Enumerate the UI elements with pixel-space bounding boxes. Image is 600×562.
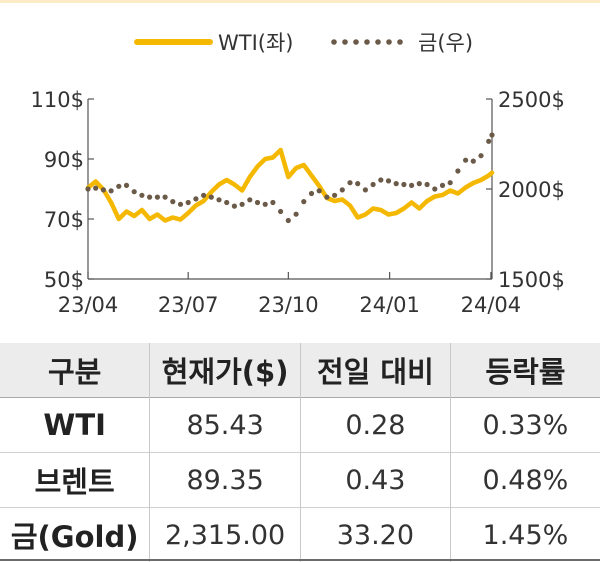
y-left-tick-label: 90$ [44,148,84,172]
y-right-tick-label: 2500$ [498,88,565,112]
gold-point [270,200,275,205]
gold-point [386,178,391,183]
price-chart: 110$ 90$ 70$ 50$ 2500$ 2000$ 1500$ 23/04 23/07 23… [0,0,600,330]
row-change: 33.20 [300,508,450,562]
gold-point [371,182,376,187]
gold-point [116,184,121,189]
row-name: WTI [0,398,150,453]
gold-point [139,193,144,198]
row-price: 2,315.00 [150,508,301,562]
gold-point [463,158,468,163]
legend-gold-swatch-dot [353,39,359,45]
gold-point [294,212,299,217]
header-change: 전일 대비 [300,343,450,398]
gold-point [93,186,98,191]
table-row-gold: 금(Gold) 2,315.00 33.20 1.45% [0,508,600,562]
gold-point [209,195,214,200]
header-rate: 등락률 [450,343,600,398]
gold-point [432,186,437,191]
gold-point [178,202,183,207]
legend-gold-swatch-dot [331,39,337,45]
x-tick-label: 24/04 [461,293,522,317]
gold-point [486,139,491,144]
y-left-tick-label: 70$ [44,208,84,232]
legend-gold-swatch-dot [375,39,381,45]
gold-point [309,191,314,196]
gold-point [448,180,453,185]
gold-point [193,196,198,201]
gold-point [409,183,414,188]
gold-point [324,195,329,200]
chart-svg: 110$ 90$ 70$ 50$ 2500$ 2000$ 1500$ 23/04 23/07 23… [0,0,600,330]
y-right-tick-label: 2000$ [498,178,565,202]
row-change: 0.43 [300,453,450,508]
row-name: 금(Gold) [0,508,150,562]
gold-point [224,200,229,205]
gold-point [489,132,494,137]
table-header-row: 구분 현재가($) 전일 대비 등락률 [0,343,600,398]
y-left-tick-label: 50$ [44,268,84,292]
gold-point [186,200,191,205]
gold-point [378,177,383,182]
gold-point [85,186,90,191]
gold-point [216,197,221,202]
legend-gold-swatch-dot [364,39,370,45]
gold-point [455,168,460,173]
gold-point [347,180,352,185]
row-rate: 0.33% [450,398,600,453]
row-rate: 0.48% [450,453,600,508]
gold-point [240,202,245,207]
gold-point [478,153,483,158]
gold-point [332,193,337,198]
gold-point [155,195,160,200]
gold-point [147,195,152,200]
gold-point [170,199,175,204]
gold-point [109,188,114,193]
gold-point [232,204,237,209]
legend-gold-label: 금(우) [418,31,473,55]
header-current-price: 현재가($) [150,343,301,398]
row-name: 브렌트 [0,453,150,508]
gold-point [355,181,360,186]
gold-point [255,200,260,205]
gold-point [163,195,168,200]
legend-gold-swatch-dot [342,39,348,45]
row-rate: 1.45% [450,508,600,562]
price-table: 구분 현재가($) 전일 대비 등락률 WTI 85.43 0.28 0.33%… [0,343,600,562]
table-row-wti: WTI 85.43 0.28 0.33% [0,398,600,453]
gold-point [401,182,406,187]
table-row-brent: 브렌트 89.35 0.43 0.48% [0,453,600,508]
row-price: 85.43 [150,398,301,453]
wti-series-line [88,150,492,221]
gold-point [301,199,306,204]
gold-point [201,193,206,198]
legend-gold-swatch-dot [397,39,403,45]
gold-point [417,181,422,186]
row-price: 89.35 [150,453,301,508]
gold-point [263,202,268,207]
legend-wti-label: WTI(좌) [218,31,294,55]
x-tick-label: 23/10 [258,293,319,317]
x-tick-label: 24/01 [359,293,420,317]
gold-point [286,218,291,223]
y-right-tick-label: 1500$ [498,268,565,292]
gold-point [471,159,476,164]
gold-point [340,187,345,192]
gold-point [101,187,106,192]
gold-point [278,209,283,214]
x-tick-label: 23/04 [58,293,119,317]
gold-point [440,183,445,188]
gold-point [247,197,252,202]
header-category: 구분 [0,343,150,398]
row-change: 0.28 [300,398,450,453]
gold-point [394,181,399,186]
gold-point [425,182,430,187]
x-tick-label: 23/07 [158,293,219,317]
gold-point [124,183,129,188]
gold-point [317,188,322,193]
gold-point [132,189,137,194]
legend-gold-swatch-dot [386,39,392,45]
gold-point [363,187,368,192]
y-left-tick-label: 110$ [31,88,84,112]
